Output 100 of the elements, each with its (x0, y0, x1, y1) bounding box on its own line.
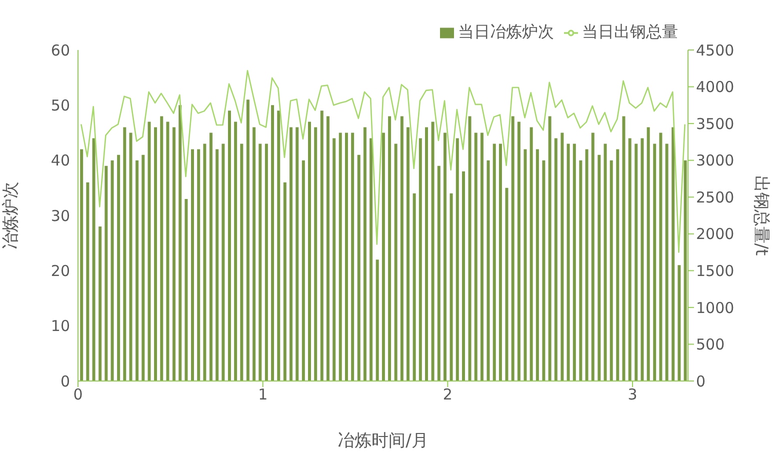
bar (462, 171, 465, 381)
bar (344, 132, 348, 381)
bar (166, 122, 170, 381)
bar (98, 226, 102, 381)
bar (252, 127, 256, 381)
bar (178, 105, 182, 381)
bar (92, 138, 96, 381)
bar (376, 260, 379, 381)
bar (123, 127, 126, 381)
y-tick-label: 40 (50, 152, 70, 170)
bar (258, 144, 262, 381)
y2-axis-title: 出钢总量/t (750, 175, 771, 256)
bar (598, 154, 601, 381)
bar (338, 132, 342, 381)
bar (554, 138, 558, 381)
bar (172, 127, 176, 381)
x-tick-label: 0 (73, 386, 83, 404)
bar (80, 149, 84, 381)
bar (191, 149, 194, 381)
bar (326, 116, 330, 381)
y2-tick-label: 0 (696, 372, 706, 390)
bar (610, 160, 613, 381)
bar (394, 144, 398, 381)
bar (425, 127, 428, 381)
bar (437, 166, 440, 381)
y-tick-label: 50 (50, 96, 70, 114)
bar (264, 144, 268, 381)
bar (678, 265, 681, 381)
bar (203, 144, 206, 381)
bar (492, 144, 496, 381)
bar (628, 138, 632, 381)
bar (530, 127, 533, 381)
bar (184, 198, 188, 381)
bar (480, 132, 484, 381)
bar (154, 127, 158, 381)
bar (517, 122, 520, 381)
bar (542, 160, 546, 381)
bar (314, 127, 318, 381)
bar (234, 122, 238, 381)
bar (616, 149, 620, 381)
bar (450, 193, 453, 381)
bar (511, 116, 514, 381)
y-tick-label: 60 (50, 41, 70, 60)
bar (444, 132, 447, 381)
y2-tick-label: 3000 (696, 152, 734, 170)
bar (418, 138, 422, 381)
bar (357, 154, 360, 381)
bar (659, 132, 662, 381)
legend-label: 当日冶炼炉次 (458, 22, 554, 41)
bar (412, 193, 416, 381)
y2-tick-label: 2500 (696, 188, 734, 206)
bar (548, 116, 552, 381)
bar (486, 160, 490, 381)
y2-tick-label: 1500 (696, 262, 734, 280)
bar (216, 149, 219, 381)
bar (634, 144, 638, 381)
bar (86, 182, 90, 381)
bar (296, 127, 299, 381)
bar (400, 116, 404, 381)
y-axis-title: 冶炼炉次 (1, 182, 22, 250)
bar (622, 116, 626, 381)
bar (370, 138, 373, 381)
y2-tick-label: 500 (696, 336, 725, 354)
x-tick-label: 3 (628, 386, 638, 404)
y-tick-label: 30 (50, 206, 70, 225)
bar (456, 138, 459, 381)
bar (209, 132, 212, 381)
x-tick-label: 2 (442, 386, 452, 404)
bar (117, 154, 120, 381)
bar (524, 149, 527, 381)
bar (388, 116, 392, 381)
bar (277, 110, 280, 381)
bar (536, 149, 539, 381)
y2-tick-label: 2000 (696, 225, 734, 244)
bar (197, 149, 200, 381)
bar (160, 116, 164, 381)
line-series (80, 70, 686, 253)
y-tick-label: 0 (60, 372, 70, 390)
bar (351, 132, 354, 381)
bar (572, 144, 576, 381)
bar (142, 154, 145, 381)
bar (363, 127, 366, 381)
bar (240, 144, 244, 381)
bar (672, 127, 675, 381)
bar (302, 160, 305, 381)
bar (566, 144, 570, 381)
y2-tick-label: 1000 (696, 298, 734, 317)
legend-label: 当日出钢总量 (582, 22, 678, 41)
y2-tick-label: 4500 (696, 41, 734, 60)
bar (604, 144, 607, 381)
bar (585, 149, 588, 381)
bar (332, 138, 336, 381)
bar (246, 100, 250, 381)
bar (382, 132, 385, 381)
bar (290, 127, 293, 381)
bar (406, 127, 410, 381)
bar (320, 110, 324, 381)
bar (283, 182, 286, 381)
bar (640, 138, 644, 381)
bar (591, 132, 594, 381)
